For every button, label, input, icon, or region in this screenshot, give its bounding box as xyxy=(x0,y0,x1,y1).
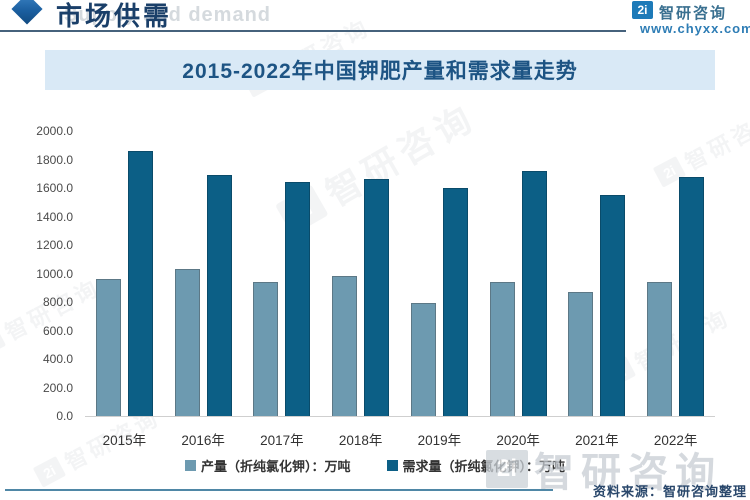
bar-series1-2019年 xyxy=(410,303,436,416)
page-header: Supply and demand 市场供需 2i 智研咨询 www.chyxx… xyxy=(0,0,750,48)
x-tick-label: 2019年 xyxy=(417,433,462,448)
bar-series1-2016年 xyxy=(174,269,200,416)
bar-series2-2017年 xyxy=(285,182,311,416)
y-tick-label: 800.0 xyxy=(42,295,73,309)
bar-series2-2019年 xyxy=(442,188,468,416)
y-tick-label: 1800.0 xyxy=(36,152,73,167)
section-title: 市场供需 xyxy=(56,1,173,31)
legend-swatch-icon xyxy=(386,460,398,471)
y-tick-label: 400.0 xyxy=(42,352,73,366)
bar-series2-2015年 xyxy=(127,150,153,416)
zhiyan-logo-icon: 2i xyxy=(632,1,653,19)
x-tick-label: 2021年 xyxy=(575,433,619,448)
chart-title: 2015-2022年中国钾肥产量和需求量走势 xyxy=(182,60,578,83)
y-tick-label: 1600.0 xyxy=(36,181,73,195)
y-tick-label: 1400.0 xyxy=(36,209,73,224)
bar-series2-2020年 xyxy=(521,170,547,416)
legend-swatch-icon xyxy=(184,460,196,471)
source-label: 资料来源：智研咨询整理 xyxy=(592,484,747,499)
bar-series1-2018年 xyxy=(332,276,358,416)
bar-series1-2015年 xyxy=(95,279,121,416)
bar-series1-2020年 xyxy=(489,282,515,416)
legend-item-series1: 产量（折纯氯化钾）：万吨 xyxy=(184,456,351,475)
y-tick-label: 600.0 xyxy=(42,323,73,338)
header-divider xyxy=(0,30,626,32)
bar-series1-2021年 xyxy=(568,292,594,416)
diamond-icon xyxy=(11,0,43,25)
x-axis: 2015年 2016年 2017年 2018年 2019年 2020年 2021年 2022年 xyxy=(85,429,715,448)
y-tick-label: 200.0 xyxy=(42,380,73,395)
y-tick-label: 1000.0 xyxy=(36,266,73,281)
chart-legend: 产量（折纯氯化钾）：万吨 需求量（折纯氯化钾）：万吨 xyxy=(0,456,750,475)
y-tick-label: 1200.0 xyxy=(36,238,73,252)
y-tick-label: 0.0 xyxy=(56,409,73,423)
plot-area xyxy=(85,131,715,417)
brand-name: 智研咨询 xyxy=(659,5,728,22)
x-tick-label: 2022年 xyxy=(653,433,698,448)
section-subtitle: Supply and demand xyxy=(64,4,272,26)
x-tick-label: 2015年 xyxy=(102,433,147,448)
footer-divider xyxy=(5,489,553,491)
bar-series1-2017年 xyxy=(253,282,279,416)
brand-url-link[interactable]: www.chyxx.com xyxy=(640,21,750,36)
x-tick-label: 2020年 xyxy=(496,433,540,448)
y-axis: 2000.0 1800.0 1600.0 1400.0 1200.0 1000.0 800.… xyxy=(0,124,73,423)
x-tick-label: 2018年 xyxy=(338,433,383,448)
bar-series2-2018年 xyxy=(364,179,390,416)
legend-label: 需求量（折纯氯化钾）：万吨 xyxy=(402,459,566,474)
x-tick-label: 2017年 xyxy=(260,433,304,448)
bar-series2-2016年 xyxy=(206,175,232,416)
legend-item-series2: 需求量（折纯氯化钾）：万吨 xyxy=(386,456,566,475)
chart-title-banner: 2015-2022年中国钾肥产量和需求量走势 xyxy=(45,50,715,90)
bar-series2-2021年 xyxy=(600,195,626,416)
y-tick-label: 2000.0 xyxy=(36,124,73,138)
bar-series2-2022年 xyxy=(679,176,705,416)
legend-label: 产量（折纯氯化钾）：万吨 xyxy=(200,459,351,474)
x-tick-label: 2016年 xyxy=(181,433,225,448)
bar-series1-2022年 xyxy=(647,282,673,416)
